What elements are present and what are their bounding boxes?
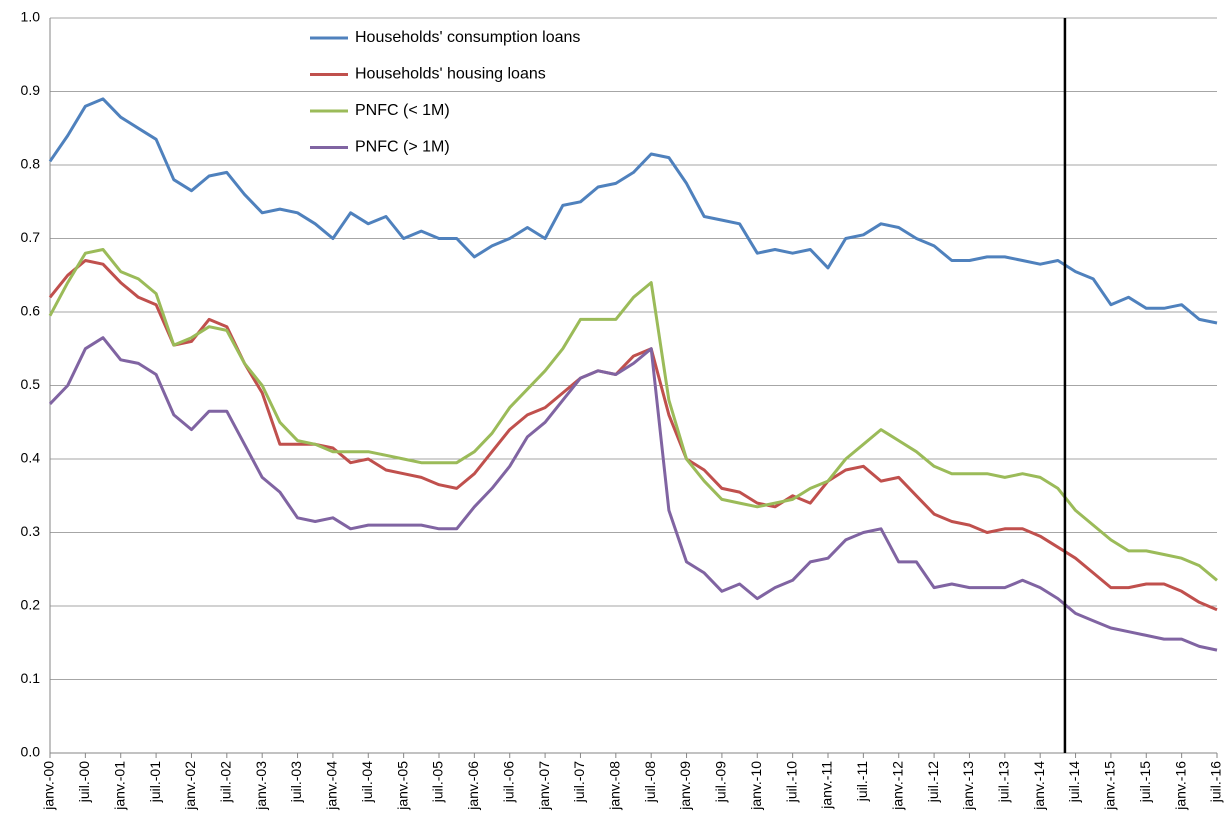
series-line [48,336,1218,652]
x-tick-label: janv.-09 [677,761,693,811]
x-tick-label: juil.-09 [713,761,729,803]
x-tick-label: juil.-12 [925,761,941,803]
y-tick-label: 0.6 [21,303,41,319]
x-tick-label: juil.-07 [571,761,587,803]
y-tick-label: 0.8 [21,156,41,172]
x-tick-label: janv.-08 [607,761,623,811]
y-tick-label: 0.3 [21,523,41,539]
y-tick-label: 0.1 [21,670,41,686]
y-tick-label: 1.0 [21,9,41,25]
x-tick-label: juil.-10 [783,761,799,803]
x-tick-label: juil.-00 [76,761,92,803]
x-tick-label: juil.-15 [1137,761,1153,803]
legend-label: PNFC (< 1M) [355,102,450,119]
x-tick-label: juil.-16 [1208,761,1224,803]
series-line [48,97,1218,325]
x-tick-label: juil.-13 [996,761,1012,803]
y-tick-label: 0.5 [21,376,41,392]
x-tick-label: janv.-05 [394,761,410,811]
x-tick-label: juil.-08 [642,761,658,803]
x-tick-label: juil.-02 [218,761,234,803]
x-tick-label: juil.-04 [359,761,375,803]
legend-label: PNFC (> 1M) [355,139,450,156]
x-tick-label: juil.-01 [147,761,163,803]
x-tick-label: janv.-16 [1172,761,1188,811]
x-tick-label: juil.-11 [854,761,870,802]
x-tick-label: janv.-03 [253,761,269,811]
legend-label: Households' consumption loans [355,29,580,46]
x-tick-label: juil.-03 [288,761,304,803]
x-tick-label: janv.-01 [111,761,127,811]
x-tick-label: janv.-00 [41,761,57,811]
x-tick-label: janv.-10 [748,761,764,811]
x-tick-label: janv.-14 [1031,761,1047,811]
y-tick-label: 0.2 [21,597,41,613]
x-tick-label: janv.-04 [324,761,340,811]
x-tick-label: janv.-12 [889,761,905,811]
x-tick-label: janv.-15 [1102,761,1118,811]
y-tick-label: 0.9 [21,82,41,98]
x-tick-label: janv.-06 [465,761,481,811]
y-tick-label: 0.4 [21,450,41,466]
x-tick-label: juil.-14 [1066,761,1082,803]
x-tick-label: juil.-06 [500,761,516,803]
y-tick-label: 0.0 [21,744,41,760]
x-tick-label: janv.-07 [536,761,552,811]
x-tick-label: juil.-05 [430,761,446,803]
series-line [48,259,1218,612]
x-tick-label: janv.-13 [960,761,976,811]
x-tick-label: janv.-11 [819,761,835,810]
y-tick-label: 0.7 [21,229,41,245]
legend-label: Households' housing loans [355,66,546,83]
series-line [48,248,1218,582]
x-tick-label: janv.-02 [182,761,198,811]
